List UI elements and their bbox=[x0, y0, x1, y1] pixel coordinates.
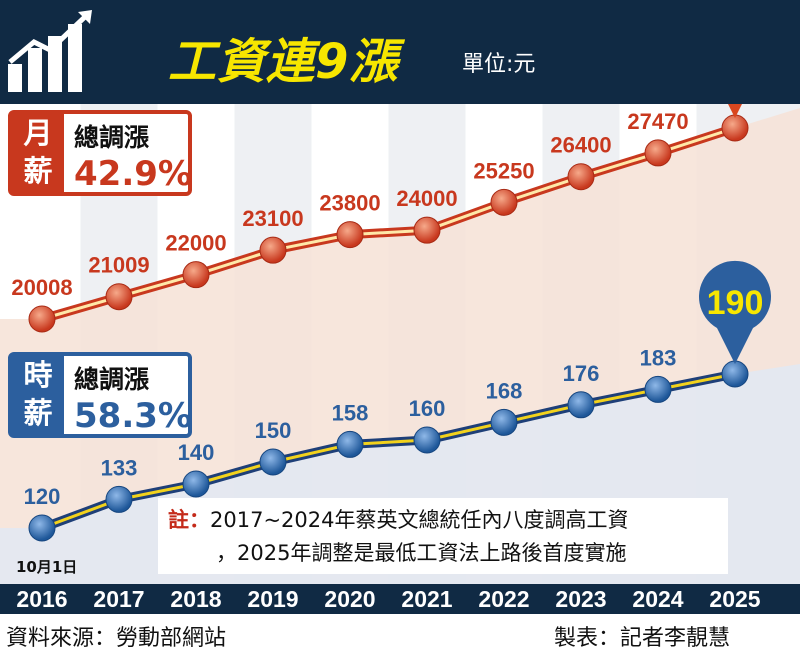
monthly-line bbox=[41, 126, 736, 321]
hourly-point bbox=[182, 470, 210, 498]
monthly-point bbox=[259, 236, 287, 264]
hourly-value-label: 168 bbox=[486, 378, 523, 403]
hourly-value-label: 183 bbox=[640, 345, 677, 370]
monthly-point bbox=[105, 283, 133, 311]
x-tick-label: 2017 bbox=[93, 586, 144, 612]
hourly-line bbox=[41, 372, 736, 530]
note-mark: 註： bbox=[168, 508, 210, 532]
bar-chart-icon bbox=[8, 10, 92, 92]
chart-title: 工資連9漲 bbox=[168, 34, 399, 90]
x-tick-label: 2024 bbox=[632, 586, 683, 612]
x-tick-label: 2025 bbox=[709, 586, 760, 612]
hourly-point bbox=[721, 360, 749, 388]
monthly-point bbox=[336, 221, 364, 249]
hourly-badge-tag: 時薪 bbox=[12, 356, 64, 434]
x-tick-label: 2018 bbox=[170, 586, 221, 612]
monthly-badge-value: 42.9% bbox=[74, 154, 192, 194]
credit-text: 製表：記者李靚慧 bbox=[554, 626, 731, 651]
monthly-point bbox=[413, 216, 441, 244]
hourly-value-label: 190 bbox=[707, 284, 764, 322]
source-text: 資料來源：勞動部網站 bbox=[6, 626, 227, 651]
monthly-value-label: 22000 bbox=[165, 231, 226, 256]
monthly-point bbox=[721, 114, 749, 142]
monthly-value-label: 20008 bbox=[11, 275, 72, 300]
hourly-value-label: 160 bbox=[409, 396, 446, 421]
hourly-point bbox=[28, 514, 56, 542]
hourly-badge: 時薪 總調漲 58.3% bbox=[8, 352, 192, 438]
hourly-value-label: 140 bbox=[178, 440, 215, 465]
hourly-point bbox=[105, 485, 133, 513]
hourly-value-label: 133 bbox=[101, 455, 138, 480]
monthly-value-label: 24000 bbox=[396, 186, 457, 211]
monthly-value-label: 23800 bbox=[319, 191, 380, 216]
hourly-point bbox=[413, 426, 441, 454]
monthly-badge-tag: 月薪 bbox=[12, 114, 64, 192]
note-line-2: ，2025年調整是最低工資法上路後首度實施 bbox=[216, 541, 627, 565]
hourly-point bbox=[259, 448, 287, 476]
hourly-value-label: 150 bbox=[255, 418, 292, 443]
monthly-point bbox=[182, 261, 210, 289]
monthly-point bbox=[644, 139, 672, 167]
hourly-value-label: 120 bbox=[24, 484, 61, 509]
monthly-value-label: 27470 bbox=[627, 109, 688, 134]
hourly-point bbox=[490, 408, 518, 436]
hourly-pin-marker bbox=[699, 260, 771, 364]
hourly-value-label: 158 bbox=[332, 400, 369, 425]
hourly-badge-label: 總調漲 bbox=[74, 365, 150, 394]
unit-label: 單位:元 bbox=[462, 52, 536, 77]
first-point-note: 10月1日 bbox=[16, 558, 78, 576]
hourly-point bbox=[336, 430, 364, 458]
x-tick-label: 2016 bbox=[16, 586, 67, 612]
monthly-value-label: 21009 bbox=[88, 253, 149, 278]
monthly-point bbox=[567, 163, 595, 191]
monthly-badge: 月薪 總調漲 42.9% bbox=[8, 110, 192, 196]
x-tick-label: 2022 bbox=[478, 586, 529, 612]
annotation-note: 註：2017~2024年蔡英文總統任內八度調高工資 ，2025年調整是最低工資法… bbox=[158, 498, 728, 574]
x-axis-bar bbox=[0, 584, 800, 614]
note-line-1: 2017~2024年蔡英文總統任內八度調高工資 bbox=[210, 508, 629, 532]
monthly-value-label: 25250 bbox=[473, 158, 534, 183]
monthly-point bbox=[28, 305, 56, 333]
header-bar: 工資連9漲 單位:元 bbox=[0, 0, 800, 104]
hourly-point bbox=[567, 391, 595, 419]
x-tick-label: 2023 bbox=[555, 586, 606, 612]
hourly-badge-value: 58.3% bbox=[74, 396, 192, 436]
monthly-badge-label: 總調漲 bbox=[74, 123, 150, 152]
hourly-point bbox=[644, 375, 672, 403]
monthly-point bbox=[490, 188, 518, 216]
x-tick-label: 2021 bbox=[401, 586, 452, 612]
monthly-value-label: 26400 bbox=[550, 133, 611, 158]
x-tick-label: 2020 bbox=[324, 586, 375, 612]
monthly-value-label: 23100 bbox=[242, 206, 303, 231]
hourly-value-label: 176 bbox=[563, 361, 600, 386]
x-tick-label: 2019 bbox=[247, 586, 298, 612]
